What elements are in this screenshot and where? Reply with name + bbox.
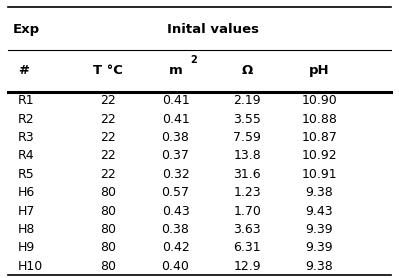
Text: Ω: Ω — [242, 64, 253, 77]
Text: 10.87: 10.87 — [301, 131, 337, 144]
Text: 80: 80 — [100, 241, 116, 254]
Text: 0.38: 0.38 — [162, 223, 190, 236]
Text: pH: pH — [309, 64, 330, 77]
Text: R5: R5 — [18, 168, 35, 181]
Text: 2: 2 — [191, 55, 198, 65]
Text: 0.43: 0.43 — [162, 205, 190, 217]
Text: 0.41: 0.41 — [162, 113, 190, 126]
Text: 0.37: 0.37 — [162, 150, 190, 162]
Text: H7: H7 — [18, 205, 36, 217]
Text: 13.8: 13.8 — [233, 150, 261, 162]
Text: 10.91: 10.91 — [301, 168, 337, 181]
Text: 0.32: 0.32 — [162, 168, 190, 181]
Text: 10.88: 10.88 — [301, 113, 337, 126]
Text: 22: 22 — [100, 95, 116, 107]
Text: 1.23: 1.23 — [233, 186, 261, 199]
Text: m: m — [169, 64, 182, 77]
Text: 9.38: 9.38 — [305, 260, 333, 272]
Text: 9.39: 9.39 — [305, 241, 333, 254]
Text: 80: 80 — [100, 223, 116, 236]
Text: 0.42: 0.42 — [162, 241, 190, 254]
Text: Exp: Exp — [12, 23, 40, 36]
Text: 7.59: 7.59 — [233, 131, 261, 144]
Text: 3.55: 3.55 — [233, 113, 261, 126]
Text: 0.57: 0.57 — [162, 186, 190, 199]
Text: H8: H8 — [18, 223, 36, 236]
Text: 0.40: 0.40 — [162, 260, 190, 272]
Text: 80: 80 — [100, 186, 116, 199]
Text: 80: 80 — [100, 205, 116, 217]
Text: R4: R4 — [18, 150, 35, 162]
Text: 6.31: 6.31 — [233, 241, 261, 254]
Text: H10: H10 — [18, 260, 43, 272]
Text: R2: R2 — [18, 113, 35, 126]
Text: 0.38: 0.38 — [162, 131, 190, 144]
Text: H9: H9 — [18, 241, 35, 254]
Text: 3.63: 3.63 — [233, 223, 261, 236]
Text: 10.90: 10.90 — [301, 95, 337, 107]
Text: 12.9: 12.9 — [233, 260, 261, 272]
Text: 22: 22 — [100, 150, 116, 162]
Text: #: # — [18, 64, 29, 77]
Text: 22: 22 — [100, 113, 116, 126]
Text: T °C: T °C — [93, 64, 122, 77]
Text: 0.41: 0.41 — [162, 95, 190, 107]
Text: 10.92: 10.92 — [301, 150, 337, 162]
Text: 9.43: 9.43 — [305, 205, 333, 217]
Text: Inital values: Inital values — [168, 23, 259, 36]
Text: H6: H6 — [18, 186, 35, 199]
Text: 22: 22 — [100, 168, 116, 181]
Text: R3: R3 — [18, 131, 35, 144]
Text: 1.70: 1.70 — [233, 205, 261, 217]
Text: R1: R1 — [18, 95, 35, 107]
Text: 9.38: 9.38 — [305, 186, 333, 199]
Text: 22: 22 — [100, 131, 116, 144]
Text: 2.19: 2.19 — [233, 95, 261, 107]
Text: 31.6: 31.6 — [233, 168, 261, 181]
Text: 80: 80 — [100, 260, 116, 272]
Text: 9.39: 9.39 — [305, 223, 333, 236]
